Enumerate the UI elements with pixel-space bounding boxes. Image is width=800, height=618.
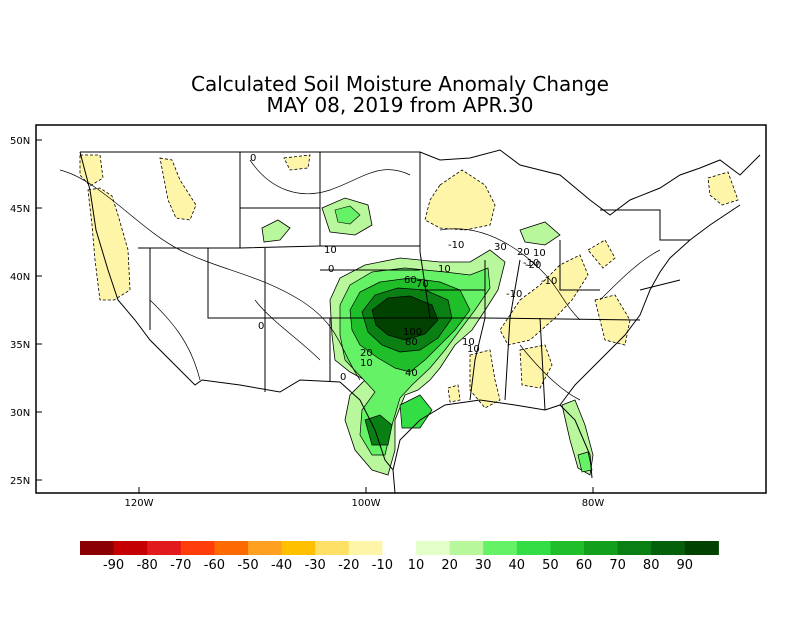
- contour-label: 60: [404, 275, 417, 286]
- colorbar-swatch: [315, 541, 350, 555]
- colorbar-label: -30: [305, 558, 326, 573]
- lat-tick-label: 40N: [10, 272, 30, 283]
- lat-tick-label: 30N: [10, 408, 30, 419]
- contour-label: 20: [360, 348, 373, 359]
- lat-tick-label: 50N: [10, 136, 30, 147]
- contour-label: 10: [462, 337, 475, 348]
- colorbar-swatch: [147, 541, 182, 555]
- contour-label: 10: [467, 344, 480, 355]
- lat-tick-label: 45N: [10, 204, 30, 215]
- colorbar-label: -70: [170, 558, 191, 573]
- colorbar-label: 50: [542, 558, 559, 573]
- map-title: Calculated Soil Moisture Anomaly Change: [191, 72, 609, 96]
- colorbar: -90 -80 -70 -60 -50 -40 -30 -20 -10 10 20 30 40 50 60 7…: [80, 541, 719, 573]
- lat-tick-label: 25N: [10, 476, 30, 487]
- contour-label: -10: [448, 240, 464, 251]
- contour-label: 10: [438, 264, 451, 275]
- colorbar-swatch: [651, 541, 686, 555]
- colorbar-swatch: [550, 541, 585, 555]
- colorbar-label: 30: [475, 558, 492, 573]
- contour-label: 0: [250, 153, 256, 164]
- colorbar-label: 60: [576, 558, 593, 573]
- contour-label: 20: [517, 247, 530, 258]
- contour-label: 0: [340, 372, 346, 383]
- colorbar-label: 10: [408, 558, 425, 573]
- contour-label: -10: [506, 289, 522, 300]
- contour-label: 10: [360, 358, 373, 369]
- colorbar-swatch: [584, 541, 619, 555]
- colorbar-swatch: [382, 541, 417, 555]
- contour-label: -10: [541, 276, 557, 287]
- colorbar-swatch: [248, 541, 283, 555]
- contour-label: 70: [416, 279, 429, 290]
- colorbar-label: -80: [137, 558, 158, 573]
- colorbar-swatch: [684, 541, 719, 555]
- lon-tick-label: 100W: [352, 498, 381, 509]
- lon-tick-label: 120W: [125, 498, 154, 509]
- longitude-axis: 120W 100W 80W: [125, 487, 605, 509]
- colorbar-label: 90: [677, 558, 694, 573]
- contour-label: 100: [403, 327, 422, 338]
- contour-label: -10: [523, 258, 539, 269]
- colorbar-swatch: [348, 541, 383, 555]
- colorbar-swatch: [617, 541, 652, 555]
- map-outlines: [79, 149, 761, 494]
- colorbar-swatch: [449, 541, 484, 555]
- colorbar-label: -10: [372, 558, 393, 573]
- latitude-axis: 50N 45N 40N 35N 30N 25N: [10, 136, 42, 487]
- contour-label: 10: [324, 245, 337, 256]
- contour-label: 80: [405, 337, 418, 348]
- contour-label: 30: [494, 242, 507, 253]
- colorbar-swatch: [214, 541, 249, 555]
- colorbar-label: 80: [643, 558, 660, 573]
- colorbar-label: 70: [609, 558, 626, 573]
- lat-tick-label: 35N: [10, 340, 30, 351]
- colorbar-swatch: [483, 541, 518, 555]
- colorbar-swatch: [416, 541, 451, 555]
- colorbar-label: -50: [237, 558, 258, 573]
- colorbar-label: -20: [338, 558, 359, 573]
- contour-label: 40: [405, 368, 418, 379]
- colorbar-label: 20: [441, 558, 458, 573]
- contour-label: 0: [328, 264, 334, 275]
- shaded-anomaly-regions: [79, 154, 739, 476]
- colorbar-label: -90: [103, 558, 124, 573]
- colorbar-swatch: [113, 541, 148, 555]
- contour-lines: [59, 159, 661, 401]
- contour-label: -20: [525, 260, 541, 271]
- map-subtitle: MAY 08, 2019 from APR.30: [266, 93, 534, 117]
- colorbar-swatch: [180, 541, 215, 555]
- lon-tick-label: 80W: [582, 498, 605, 509]
- colorbar-label: 40: [509, 558, 526, 573]
- colorbar-swatch: [516, 541, 551, 555]
- colorbar-label: -40: [271, 558, 292, 573]
- contour-label: 0: [258, 321, 264, 332]
- contour-label: 10: [533, 248, 546, 259]
- colorbar-label: -60: [204, 558, 225, 573]
- colorbar-swatch: [80, 541, 115, 555]
- contour-labels: 0 0 0 0 10 10 -10 -10 -10 -10 10 20 30 -…: [250, 153, 557, 383]
- colorbar-swatch: [281, 541, 316, 555]
